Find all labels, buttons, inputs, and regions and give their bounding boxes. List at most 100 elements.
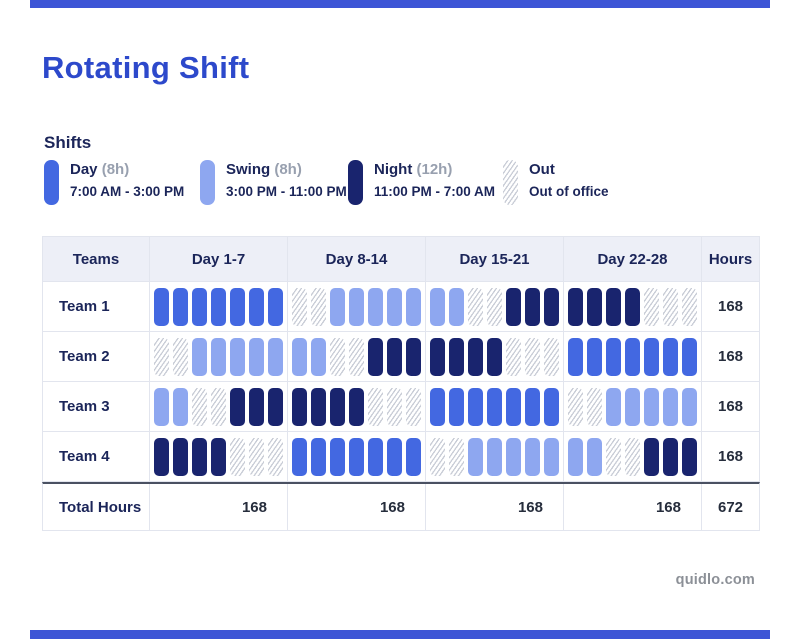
grand-total-value: 672: [701, 484, 759, 530]
week-cell: [287, 432, 425, 481]
shift-pill-night: [192, 437, 207, 476]
shift-pill-out: [330, 337, 345, 376]
shift-pill-day: [449, 387, 464, 426]
total-week-value: 168: [425, 484, 563, 530]
shift-pill-swing: [587, 437, 602, 476]
day-shift-pill-icon: [44, 160, 59, 205]
legend-item-night: Night (12h) 11:00 PM - 7:00 AM: [348, 160, 503, 205]
table-body: Team 1 168 Team 2 168 Team 3 168 Team 4 168: [42, 282, 760, 482]
total-week-value: 168: [149, 484, 287, 530]
shift-pill-out: [430, 437, 445, 476]
hours-value: 168: [701, 382, 759, 431]
shift-pill-day: [682, 337, 697, 376]
swing-shift-pill-icon: [200, 160, 215, 205]
column-header: Day 22-28: [563, 237, 701, 281]
team-label: Team 4: [59, 448, 110, 465]
shift-pill-day: [173, 287, 188, 326]
shift-pill-day: [468, 387, 483, 426]
shift-pill-out: [625, 437, 640, 476]
shift-pill-out: [173, 337, 188, 376]
shift-pill-swing: [268, 337, 283, 376]
shift-pill-night: [349, 387, 364, 426]
shift-pill-day: [544, 387, 559, 426]
shift-pill-night: [311, 387, 326, 426]
shift-pill-out: [349, 337, 364, 376]
shift-pill-day: [349, 437, 364, 476]
week-cell: [149, 432, 287, 481]
legend-time: Out of office: [529, 184, 609, 199]
column-header: Day 1-7: [149, 237, 287, 281]
shift-pill-out: [449, 437, 464, 476]
shift-pill-out: [368, 387, 383, 426]
shift-pill-night: [449, 337, 464, 376]
shift-pill-night: [644, 437, 659, 476]
shift-pill-swing: [211, 337, 226, 376]
shift-pill-night: [211, 437, 226, 476]
legend-duration: (8h): [274, 161, 302, 178]
table-header-row: Teams Day 1-7 Day 8-14 Day 15-21 Day 22-28 Ho…: [42, 236, 760, 282]
shift-pill-out: [682, 287, 697, 326]
shift-pill-out: [230, 437, 245, 476]
week-cell: [149, 382, 287, 431]
column-header: Hours: [701, 237, 759, 281]
shift-pill-night: [173, 437, 188, 476]
shift-pill-swing: [449, 287, 464, 326]
shift-pill-swing: [154, 387, 169, 426]
shift-pill-swing: [568, 437, 583, 476]
shift-pill-swing: [606, 387, 621, 426]
shift-pill-swing: [506, 437, 521, 476]
shift-pill-out: [249, 437, 264, 476]
table-row: Team 4 168: [42, 432, 760, 482]
shift-pill-out: [525, 337, 540, 376]
brand-footer: quidlo.com: [675, 572, 755, 588]
shift-pill-swing: [644, 387, 659, 426]
shift-pill-swing: [349, 287, 364, 326]
legend-duration: (12h): [416, 161, 453, 178]
shift-pill-day: [644, 337, 659, 376]
shift-pill-out: [192, 387, 207, 426]
column-header: Day 15-21: [425, 237, 563, 281]
shift-pill-out: [211, 387, 226, 426]
week-cell: [287, 332, 425, 381]
shift-pill-out: [468, 287, 483, 326]
shift-pill-swing: [525, 437, 540, 476]
shift-pill-day: [154, 287, 169, 326]
legend-duration: (8h): [101, 161, 130, 178]
week-cell: [149, 282, 287, 331]
shift-pill-day: [406, 437, 421, 476]
legend-time: 7:00 AM - 3:00 PM: [70, 184, 185, 199]
shift-pill-night: [625, 287, 640, 326]
shift-pill-swing: [249, 337, 264, 376]
legend-item-swing: Swing (8h) 3:00 PM - 11:00 PM: [200, 160, 348, 205]
shift-pill-night: [525, 287, 540, 326]
shift-pill-swing: [311, 337, 326, 376]
shift-pill-swing: [682, 387, 697, 426]
night-shift-pill-icon: [348, 160, 363, 205]
shift-pill-night: [292, 387, 307, 426]
shift-pill-day: [525, 387, 540, 426]
shift-pill-swing: [192, 337, 207, 376]
shift-pill-out: [268, 437, 283, 476]
week-cell: [563, 282, 701, 331]
legend-time: 3:00 PM - 11:00 PM: [226, 184, 347, 199]
shift-pill-night: [330, 387, 345, 426]
shift-pill-night: [249, 387, 264, 426]
shift-pill-swing: [468, 437, 483, 476]
legend-heading: Shifts: [44, 133, 92, 152]
week-cell: [425, 282, 563, 331]
shift-pill-day: [268, 287, 283, 326]
shift-pill-swing: [387, 287, 402, 326]
shift-pill-day: [430, 387, 445, 426]
shift-pill-night: [154, 437, 169, 476]
shift-pill-swing: [625, 387, 640, 426]
column-header: Teams: [72, 250, 120, 268]
shift-pill-day: [587, 337, 602, 376]
shift-pill-day: [292, 437, 307, 476]
shift-pill-day: [387, 437, 402, 476]
shift-pill-out: [487, 287, 502, 326]
shift-pill-out: [311, 287, 326, 326]
legend-label: Day (8h): [70, 161, 130, 178]
shift-pill-out: [544, 337, 559, 376]
hours-value: 168: [701, 332, 759, 381]
